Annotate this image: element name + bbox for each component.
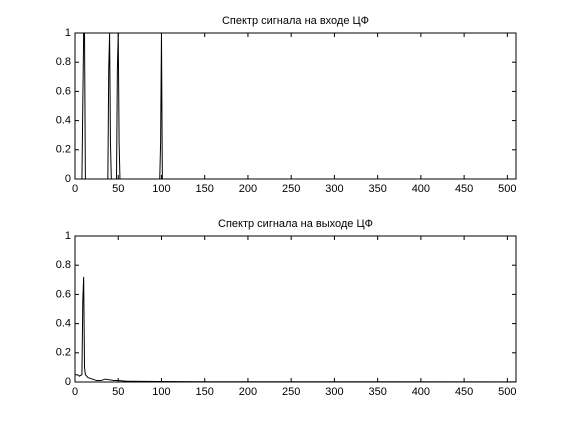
x-tick-label: 250	[282, 183, 300, 195]
plot-area	[75, 33, 516, 179]
y-tick-label: 1	[65, 230, 71, 242]
x-tick-label: 300	[325, 386, 343, 398]
chart-title: Спектр сигнала на входе ЦФ	[222, 15, 369, 27]
x-tick-label: 400	[412, 183, 430, 195]
x-tick-label: 50	[112, 386, 124, 398]
x-tick-label: 150	[196, 183, 214, 195]
x-tick-label: 0	[72, 183, 78, 195]
y-tick-label: 0.8	[56, 259, 71, 271]
x-tick-label: 500	[498, 183, 516, 195]
x-tick-label: 250	[282, 386, 300, 398]
y-tick-label: 0.4	[56, 318, 71, 330]
x-tick-label: 350	[368, 183, 386, 195]
x-tick-label: 500	[498, 386, 516, 398]
axes-box	[74, 235, 517, 383]
spectrum-line	[75, 276, 517, 383]
y-tick-label: 0.6	[56, 85, 71, 97]
x-tick-label: 200	[239, 183, 257, 195]
y-tick-label: 0	[65, 376, 71, 388]
y-tick-label: 0.4	[56, 115, 71, 127]
axes-box	[74, 32, 517, 180]
x-tick-label: 50	[112, 183, 124, 195]
x-tick-label: 200	[239, 386, 257, 398]
x-tick-label: 450	[455, 183, 473, 195]
y-tick-label: 0.2	[56, 347, 71, 359]
x-tick-label: 150	[196, 386, 214, 398]
y-tick-label: 1	[65, 27, 71, 39]
x-tick-label: 100	[152, 386, 170, 398]
plot-area	[75, 236, 516, 382]
x-tick-label: 450	[455, 386, 473, 398]
x-tick-label: 400	[412, 386, 430, 398]
y-tick-label: 0.6	[56, 288, 71, 300]
y-tick-label: 0.8	[56, 56, 71, 68]
x-tick-label: 0	[72, 386, 78, 398]
x-tick-label: 100	[152, 183, 170, 195]
chart-title: Спектр сигнала на выходе ЦФ	[218, 218, 373, 230]
y-tick-label: 0.2	[56, 144, 71, 156]
y-tick-label: 0	[65, 173, 71, 185]
x-tick-label: 350	[368, 386, 386, 398]
x-tick-label: 300	[325, 183, 343, 195]
